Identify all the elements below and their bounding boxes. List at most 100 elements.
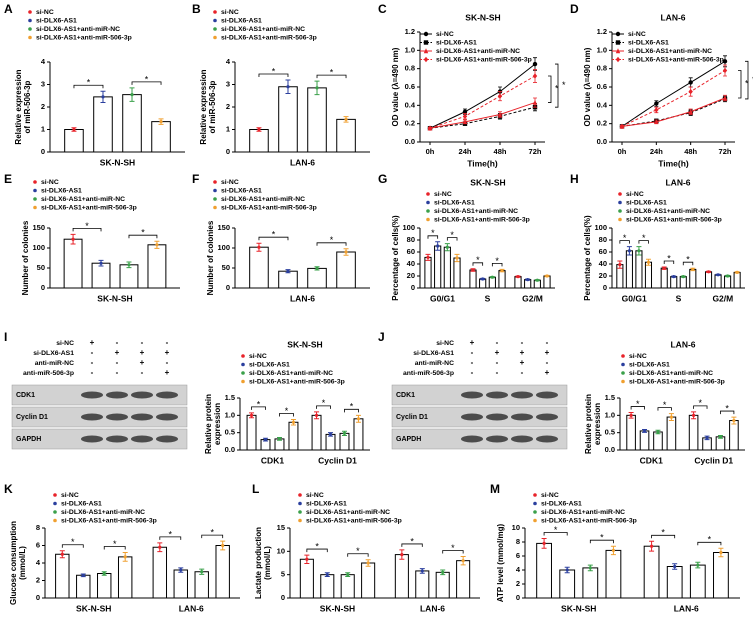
legend-marker [53, 518, 57, 523]
x-tick-label: 72h [529, 147, 542, 156]
y-tick-label: 8 [36, 523, 40, 532]
treatment-label: si-DLX6-AS1 [33, 350, 74, 357]
bar [653, 431, 663, 451]
legend-marker [618, 217, 622, 222]
bar [536, 542, 552, 599]
y-axis-label: Percentage of cells(%) [583, 215, 592, 301]
bar [666, 416, 677, 451]
legend-label: si-DLX6-AS1+anti-miR-506-3p [436, 56, 532, 63]
point [102, 571, 106, 576]
point [257, 127, 261, 132]
chart-title: LAN-6 [670, 339, 695, 349]
significance-label: * [495, 256, 499, 266]
point [672, 275, 676, 279]
treatment-sign: + [520, 358, 525, 367]
point [654, 107, 659, 113]
bar [434, 245, 442, 289]
legend-marker [213, 10, 217, 14]
significance-bracket [103, 546, 126, 550]
legend-marker [213, 27, 217, 31]
x-axis-label: Time(h) [467, 158, 498, 168]
point [642, 429, 647, 433]
legend-marker [33, 180, 37, 184]
x-tick-label: Cyclin D1 [318, 455, 357, 465]
x-tick-label: LAN-6 [674, 603, 699, 613]
legend-label: si-DLX6-AS1 [626, 199, 667, 206]
point [705, 436, 709, 440]
bar [670, 276, 678, 289]
y-axis-label: OD value (λ=490 nm) [583, 47, 592, 126]
point [99, 261, 103, 265]
point [462, 109, 468, 114]
chart-title: SK-N-SH [470, 177, 505, 187]
point [565, 568, 569, 572]
legend-marker [615, 48, 621, 54]
legend-marker [213, 180, 217, 184]
band [156, 435, 178, 443]
series-line [621, 97, 726, 127]
significance-label: * [141, 228, 145, 238]
y-tick-label: 0 [41, 283, 45, 292]
legend-label: si-DLX6-AS1+anti-miR-NC [221, 26, 305, 33]
bar [605, 549, 622, 599]
bar [643, 545, 660, 599]
significance-label: * [330, 68, 334, 78]
significance-label: * [600, 533, 604, 543]
bar [644, 261, 653, 289]
y-tick-label: 20 [599, 271, 607, 280]
band [536, 413, 558, 421]
legend-marker [621, 354, 625, 358]
significance-label: * [431, 228, 435, 238]
x-tick-label: 24h [459, 147, 472, 156]
point [159, 120, 163, 124]
point [662, 266, 666, 270]
point [60, 552, 64, 556]
y-tick-label: 2 [41, 102, 45, 111]
bar [278, 86, 298, 153]
y-axis-label: of miR-506-3p [23, 80, 32, 133]
legend-marker [33, 205, 37, 210]
significance-bracket [61, 544, 84, 548]
point [649, 544, 654, 548]
bar [325, 433, 336, 451]
band [511, 435, 533, 443]
legend-marker [298, 510, 302, 514]
treatment-label: anti-miR-506-3p [403, 370, 454, 377]
treatment-sign: - [91, 368, 94, 377]
legend-marker [426, 192, 430, 196]
y-tick-label: 3 [226, 79, 230, 88]
point [681, 275, 685, 279]
significance-bracket [543, 532, 568, 536]
y-tick-label: 0.4 [405, 100, 416, 109]
y-tick-label: 20 [407, 271, 415, 280]
y-tick-label: 40 [599, 259, 607, 268]
y-tick-label: 0.8 [405, 64, 415, 73]
legend-label: si-NC [61, 492, 79, 499]
legend-label: si-NC [221, 9, 239, 16]
point [366, 561, 370, 565]
y-tick-label: 1.5 [225, 393, 235, 402]
legend-marker [621, 371, 625, 375]
y-tick-label: 4 [226, 57, 231, 66]
band-label: Cyclin D1 [396, 414, 428, 421]
point [497, 93, 503, 99]
significance-bracket [279, 413, 294, 417]
treatment-sign: - [116, 338, 119, 347]
legend-marker [423, 40, 429, 45]
bar [582, 567, 599, 599]
significance-bracket [251, 406, 266, 410]
legend-marker [423, 31, 429, 37]
panel-label: A [4, 2, 13, 16]
point [344, 250, 348, 254]
band [486, 435, 508, 443]
legend-label: si-DLX6-AS1+anti-miR-NC [306, 509, 390, 516]
point [315, 266, 319, 270]
point [490, 275, 494, 279]
y-tick-label: 1.0 [597, 45, 607, 54]
legend-label: si-DLX6-AS1 [306, 500, 347, 507]
bar [635, 250, 643, 289]
point [716, 273, 720, 277]
y-tick-label: 2 [36, 575, 40, 584]
significance-bracket [306, 548, 328, 553]
legend-label: si-DLX6-AS1+anti-miR-NC [434, 208, 518, 215]
